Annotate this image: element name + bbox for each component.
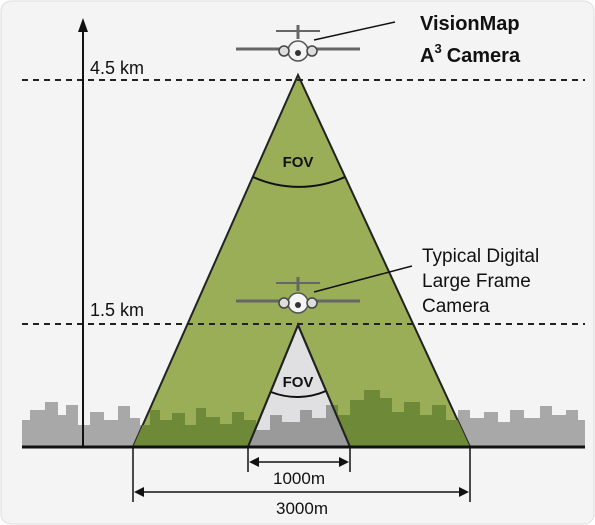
width-label-large: 3000m [276,499,328,518]
model-superscript: 3 [434,41,441,56]
typical-line: Typical Digital [422,246,539,267]
diagram: FOV FOV VisionMap A3 Camera Typical Digit… [0,0,595,525]
altitude-label-high: 4.5 km [90,58,144,78]
vision-title: VisionMap [420,13,520,35]
fov-label-large: FOV [283,154,314,171]
typical-line: Camera [422,296,490,317]
altitude-label-low: 1.5 km [90,300,144,320]
fov-label-small: FOV [283,374,314,391]
width-label-small: 1000m [273,469,325,488]
model-letter: A [420,45,434,67]
model-camera: Camera [447,45,521,67]
typical-line: Large Frame [422,271,531,292]
